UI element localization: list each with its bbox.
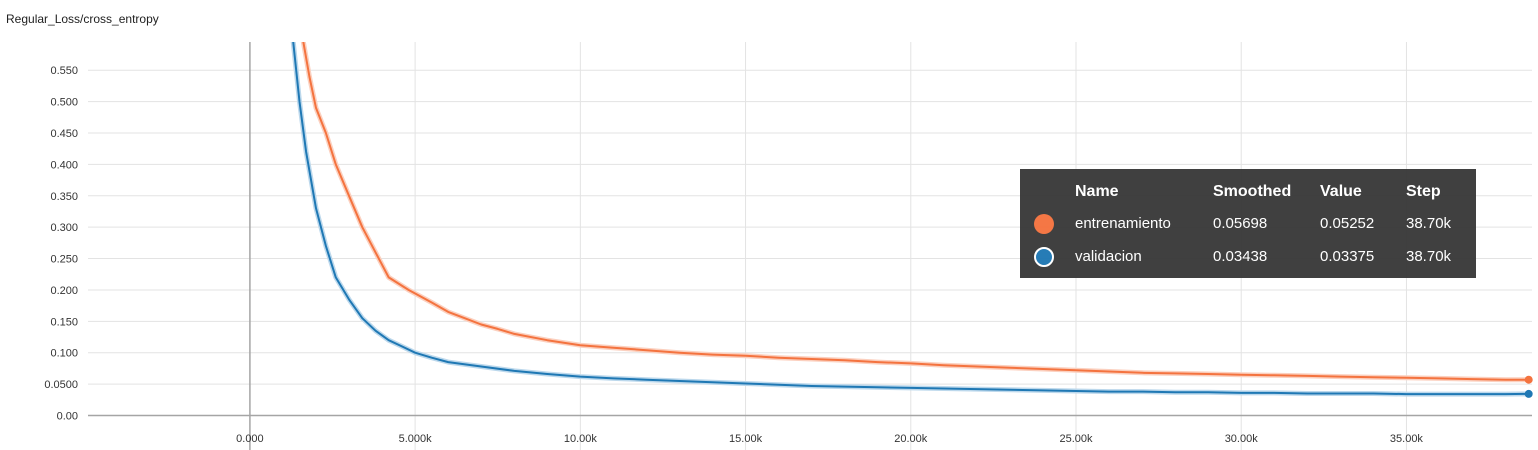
tooltip-smoothed-value: 0.03438: [1213, 248, 1268, 265]
tooltip-header-name: Name: [1075, 183, 1119, 200]
tooltip-header-value: Value: [1320, 183, 1362, 200]
tooltip-series-name: entrenamiento: [1075, 215, 1171, 232]
end-point-validacion: [1524, 389, 1533, 398]
smoothed-line-entrenamiento: [302, 42, 1529, 381]
smoothed-series-lines: [292, 42, 1529, 396]
axes: [88, 42, 1532, 450]
end-point-entrenamiento: [1524, 375, 1533, 384]
x-tick-label: 10.00k: [564, 433, 598, 445]
tooltip-smoothed-value: 0.05698: [1213, 215, 1268, 232]
tooltip-step-value: 38.70k: [1406, 248, 1452, 265]
tooltip-header-row: Name Smoothed Value Step: [1020, 179, 1476, 205]
y-tick-label: 0.150: [50, 316, 78, 328]
tooltip-series-name: validacion: [1075, 248, 1142, 265]
x-tick-label: 15.00k: [729, 433, 763, 445]
y-tick-label: 0.400: [50, 159, 78, 171]
y-tick-label: 0.350: [50, 191, 78, 203]
y-tick-label: 0.0500: [44, 379, 78, 391]
y-tick-label: 0.250: [50, 254, 78, 266]
tooltip-raw-value: 0.05252: [1320, 215, 1375, 232]
y-tick-label: 0.550: [50, 65, 78, 77]
series-tooltip: Name Smoothed Value Step entrenamiento 0…: [1020, 169, 1476, 278]
series-color-dot: [1034, 214, 1054, 234]
chart-title: Regular_Loss/cross_entropy: [6, 12, 159, 26]
tooltip-raw-value: 0.03375: [1320, 248, 1375, 265]
x-tick-label: 0.000: [236, 433, 264, 445]
tooltip-row-entrenamiento: entrenamiento 0.05698 0.05252 38.70k: [1020, 211, 1476, 237]
y-tick-label: 0.300: [50, 222, 78, 234]
series-end-markers: [1524, 375, 1533, 398]
smoothed-line-validacion: [292, 42, 1529, 396]
y-tick-label: 0.200: [50, 285, 78, 297]
tooltip-step-value: 38.70k: [1406, 215, 1452, 232]
x-tick-label: 20.00k: [894, 433, 928, 445]
series-color-dot: [1034, 247, 1054, 267]
x-tick-label: 30.00k: [1225, 433, 1259, 445]
x-tick-label: 35.00k: [1390, 433, 1424, 445]
x-tick-label: 5.000k: [399, 433, 433, 445]
tooltip-header-smoothed: Smoothed: [1213, 183, 1292, 200]
y-tick-label: 0.500: [50, 97, 78, 109]
tick-labels: 0.00 0.0500 0.100 0.150 0.200 0.250 0.300 0.350…: [44, 65, 1423, 445]
x-tick-label: 25.00k: [1059, 433, 1093, 445]
y-tick-label: 0.100: [50, 348, 78, 360]
tooltip-header-step: Step: [1406, 183, 1441, 200]
tooltip-row-validacion: validacion 0.03438 0.03375 38.70k: [1020, 244, 1476, 270]
y-tick-label: 0.00: [57, 410, 78, 422]
y-tick-label: 0.450: [50, 128, 78, 140]
